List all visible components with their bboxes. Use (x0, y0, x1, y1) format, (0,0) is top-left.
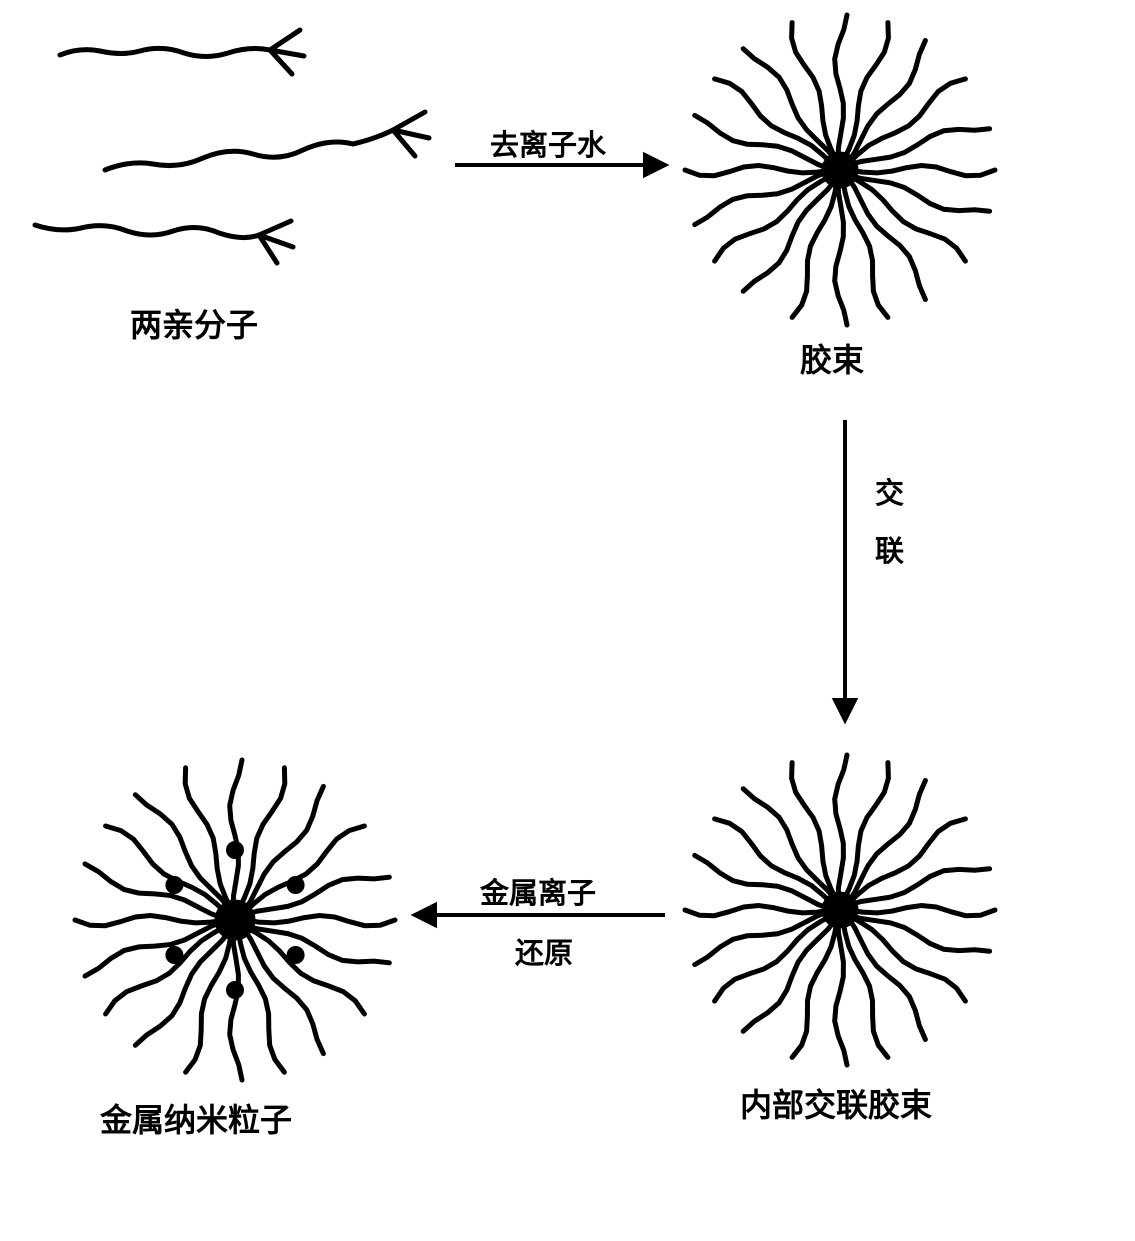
arrows-layer (0, 0, 1135, 1241)
e3-label-top: 金属离子 (480, 870, 596, 912)
micelle-label: 胶束 (800, 335, 864, 381)
e3-label-bottom: 还原 (515, 930, 573, 972)
amphiphile-label: 两亲分子 (130, 300, 258, 346)
e1-label: 去离子水 (490, 122, 606, 164)
metal-np-label: 金属纳米粒子 (100, 1095, 292, 1141)
e2-label: 交 联 (875, 480, 904, 567)
crosslinked-micelle-label: 内部交联胶束 (740, 1080, 932, 1126)
